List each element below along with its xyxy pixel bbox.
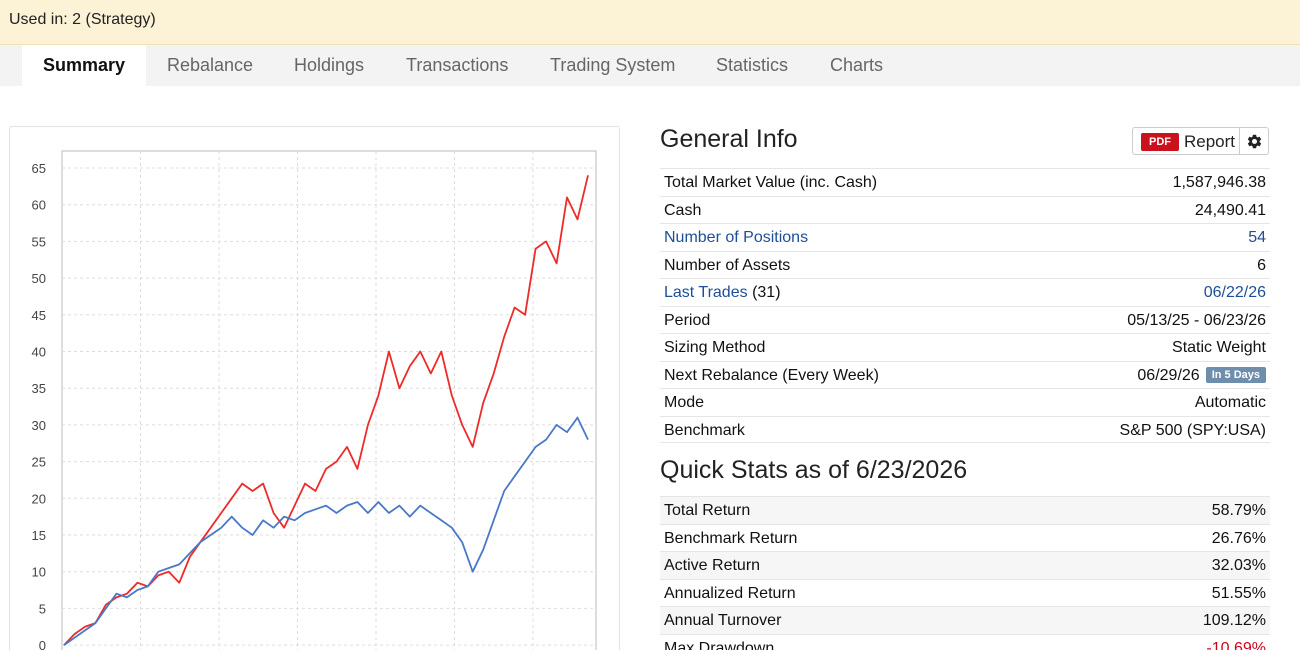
row-next-rebalance: Next Rebalance (Every Week) 06/29/26 In 5… (660, 360, 1270, 389)
value: 6 (1257, 256, 1266, 274)
y-tick-label: 35 (32, 381, 46, 396)
row-annualized-return: Annualized Return 51.55% (660, 578, 1270, 607)
value: Automatic (1194, 394, 1266, 411)
tab-holdings[interactable]: Holdings (294, 55, 365, 75)
label: Total Return (664, 502, 751, 519)
label: Next Rebalance (Every Week) (664, 366, 879, 384)
days-until-badge: In 5 Days (1205, 366, 1266, 383)
general-info-title: General Info (660, 125, 798, 153)
last-trades-link[interactable]: Last Trades (664, 284, 748, 301)
positions-link[interactable]: Number of Positions (664, 229, 809, 246)
label: Period (664, 311, 711, 329)
label: Annual Turnover (664, 612, 782, 629)
label: Mode (664, 394, 705, 411)
label: Sizing Method (664, 339, 766, 356)
row-period: Period 05/13/25 - 06/23/26 (660, 305, 1270, 334)
row-number-of-assets: Number of Assets 6 (660, 250, 1270, 279)
settings-button[interactable] (1239, 127, 1269, 155)
label: Annualized Return (664, 584, 796, 602)
value: 1,587,946.38 (1172, 174, 1266, 191)
performance-chart-panel: 0 5 10 15 20 25 30 35 40 45 50 55 60 65 (9, 126, 620, 650)
row-benchmark-return: Benchmark Return 26.76% (660, 523, 1270, 552)
value: -10.69% (1206, 639, 1266, 650)
value: 05/13/25 - 06/23/26 (1127, 311, 1266, 329)
y-tick-label: 50 (32, 271, 46, 286)
usage-banner: Used in: 2 (Strategy) (0, 0, 1300, 45)
tab-statistics[interactable]: Statistics (716, 55, 789, 75)
label: Benchmark (664, 421, 745, 439)
label: Benchmark Return (664, 529, 798, 547)
last-trades-count: (31) (752, 284, 781, 301)
value: 24,490.41 (1194, 201, 1266, 219)
tab-summary[interactable]: Summary (22, 45, 147, 86)
y-tick-label: 25 (32, 455, 46, 470)
tab-trading-system[interactable]: Trading System (550, 55, 676, 75)
value: 109.12% (1202, 612, 1266, 629)
tab-charts[interactable]: Charts (830, 55, 884, 75)
banner-text: Used in: 2 (Strategy) (9, 11, 156, 28)
y-tick-label: 60 (32, 198, 46, 213)
row-last-trades: Last Trades (31) 06/22/26 (660, 278, 1270, 306)
last-trades-value-cell: 06/22/26 (1204, 284, 1266, 302)
row-max-drawdown: Max Drawdown -10.69% (660, 633, 1270, 650)
row-mode: Mode Automatic (660, 388, 1270, 416)
tab-bar: Summary Rebalance Holdings Transactions … (0, 45, 1300, 86)
y-tick-label: 55 (32, 234, 46, 249)
label: Max Drawdown (664, 639, 775, 650)
performance-chart: 0 5 10 15 20 25 30 35 40 45 50 55 60 65 (32, 150, 597, 650)
value: 58.79% (1211, 502, 1266, 519)
last-trades-cell: Last Trades (31) (664, 284, 781, 302)
report-label: Report (1184, 132, 1236, 151)
row-total-return: Total Return 58.79% (660, 496, 1270, 524)
pdf-report-button[interactable]: PDF Report (1132, 127, 1240, 155)
label: Number of Assets (664, 256, 791, 274)
row-total-market-value: Total Market Value (inc. Cash) 1,587,946… (660, 168, 1270, 196)
value: Static Weight (1172, 339, 1266, 356)
value: S&P 500 (SPY:USA) (1119, 421, 1266, 439)
y-tick-label: 5 (39, 601, 46, 616)
row-benchmark: Benchmark S&P 500 (SPY:USA) (660, 415, 1270, 443)
y-tick-label: 10 (32, 565, 46, 580)
row-sizing-method: Sizing Method Static Weight (660, 333, 1270, 361)
y-tick-label: 40 (32, 345, 46, 360)
quick-stats-table: Total Return 58.79% Benchmark Return 26.… (660, 496, 1270, 650)
row-cash: Cash 24,490.41 (660, 195, 1270, 224)
label: Total Market Value (inc. Cash) (664, 174, 878, 191)
pdf-icon: PDF (1141, 133, 1179, 151)
value: 51.55% (1211, 584, 1266, 602)
y-tick-label: 30 (32, 418, 46, 433)
label: Cash (664, 201, 702, 219)
y-tick-label: 45 (32, 308, 46, 323)
positions-count-link[interactable]: 54 (1248, 229, 1266, 246)
row-number-of-positions[interactable]: Number of Positions 54 (660, 223, 1270, 251)
value: 26.76% (1211, 529, 1266, 547)
label: Active Return (664, 557, 761, 574)
y-tick-label: 0 (39, 638, 46, 650)
value: 32.03% (1211, 557, 1266, 574)
quick-stats-title: Quick Stats as of 6/23/2026 (660, 456, 968, 484)
row-annual-turnover: Annual Turnover 109.12% (660, 606, 1270, 634)
benchmark-series-line (63, 416, 589, 646)
next-rebalance-value-cell: 06/29/26 In 5 Days (1137, 366, 1266, 385)
y-tick-label: 20 (32, 491, 46, 506)
general-info-table: Total Market Value (inc. Cash) 1,587,946… (660, 168, 1270, 443)
next-rebalance-date: 06/29/26 (1137, 366, 1200, 384)
gear-icon (1247, 134, 1262, 149)
y-tick-label: 15 (32, 528, 46, 543)
tab-transactions[interactable]: Transactions (406, 55, 509, 75)
last-trades-date-link[interactable]: 06/22/26 (1203, 284, 1266, 301)
y-tick-label: 65 (32, 161, 46, 176)
row-active-return: Active Return 32.03% (660, 551, 1270, 579)
tab-rebalance[interactable]: Rebalance (167, 55, 254, 75)
